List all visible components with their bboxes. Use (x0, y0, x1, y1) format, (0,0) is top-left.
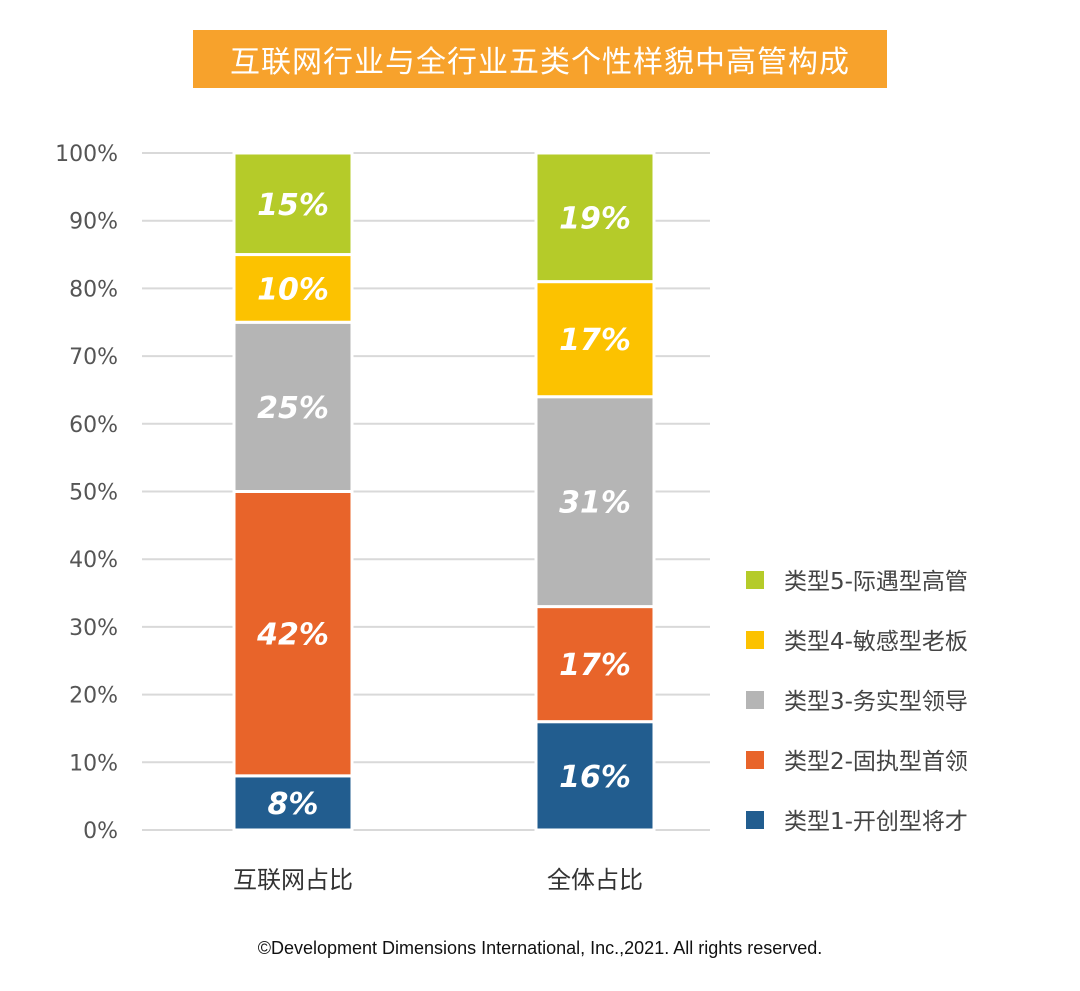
stacked-bar-chart: 0% 10% 20% 30% 40% 50% 60% 70% 80% 90% 100% 8% 42% 2… (55, 142, 968, 894)
y-tick-label: 90% (69, 210, 118, 235)
y-tick-label: 60% (69, 413, 118, 438)
bar-segment (232, 490, 354, 778)
y-tick-label: 10% (69, 751, 118, 776)
data-label: 15% (257, 188, 329, 223)
data-label: 16% (559, 760, 631, 795)
data-label: 8% (268, 787, 319, 822)
legend-label: 类型3-务实型领导 (784, 689, 968, 715)
x-category-label: 互联网占比 (233, 866, 353, 894)
legend-swatch (746, 691, 764, 709)
title-banner: 互联网行业与全行业五类个性样貌中高管构成 (193, 30, 887, 88)
data-label: 25% (257, 391, 329, 426)
chart-title: 互联网行业与全行业五类个性样貌中高管构成 (230, 45, 850, 80)
legend-swatch (746, 811, 764, 829)
bar-segment (232, 320, 354, 493)
legend-swatch (746, 571, 764, 589)
legend-label: 类型1-开创型将才 (784, 809, 968, 835)
bar-segment (534, 280, 656, 399)
bars: 8% 42% 25% 10% 15% 16% 17% 31% 17% 19% (232, 151, 656, 832)
data-label: 17% (559, 648, 631, 683)
bar-segment (534, 395, 656, 609)
data-label: 10% (257, 272, 329, 307)
y-tick-label: 100% (55, 142, 118, 167)
x-category-label: 全体占比 (547, 866, 643, 894)
y-tick-label: 70% (69, 345, 118, 370)
legend: 类型5-际遇型高管类型4-敏感型老板类型3-务实型领导类型2-固执型首领类型1-… (746, 569, 968, 835)
bar-segment (534, 151, 656, 284)
y-tick-label: 0% (83, 819, 118, 844)
bar-segment (232, 151, 354, 257)
data-label: 42% (256, 618, 329, 653)
y-tick-label: 20% (69, 684, 118, 709)
legend-swatch (746, 751, 764, 769)
data-label: 17% (559, 323, 631, 358)
legend-label: 类型5-际遇型高管 (784, 569, 968, 595)
legend-label: 类型4-敏感型老板 (784, 629, 968, 655)
legend-swatch (746, 631, 764, 649)
bar-segment (232, 253, 354, 324)
y-tick-label: 50% (69, 481, 118, 506)
x-axis-categories: 互联网占比 全体占比 (233, 866, 643, 894)
y-tick-label: 80% (69, 277, 118, 302)
legend-label: 类型2-固执型首领 (784, 749, 968, 775)
copyright-notice: ©Development Dimensions International, I… (257, 938, 823, 958)
data-label: 31% (559, 486, 631, 521)
y-axis-ticks: 0% 10% 20% 30% 40% 50% 60% 70% 80% 90% 100% (55, 142, 118, 844)
data-label: 19% (559, 201, 631, 236)
y-tick-label: 40% (69, 548, 118, 573)
bar-segment (232, 774, 354, 832)
y-tick-label: 30% (69, 616, 118, 641)
